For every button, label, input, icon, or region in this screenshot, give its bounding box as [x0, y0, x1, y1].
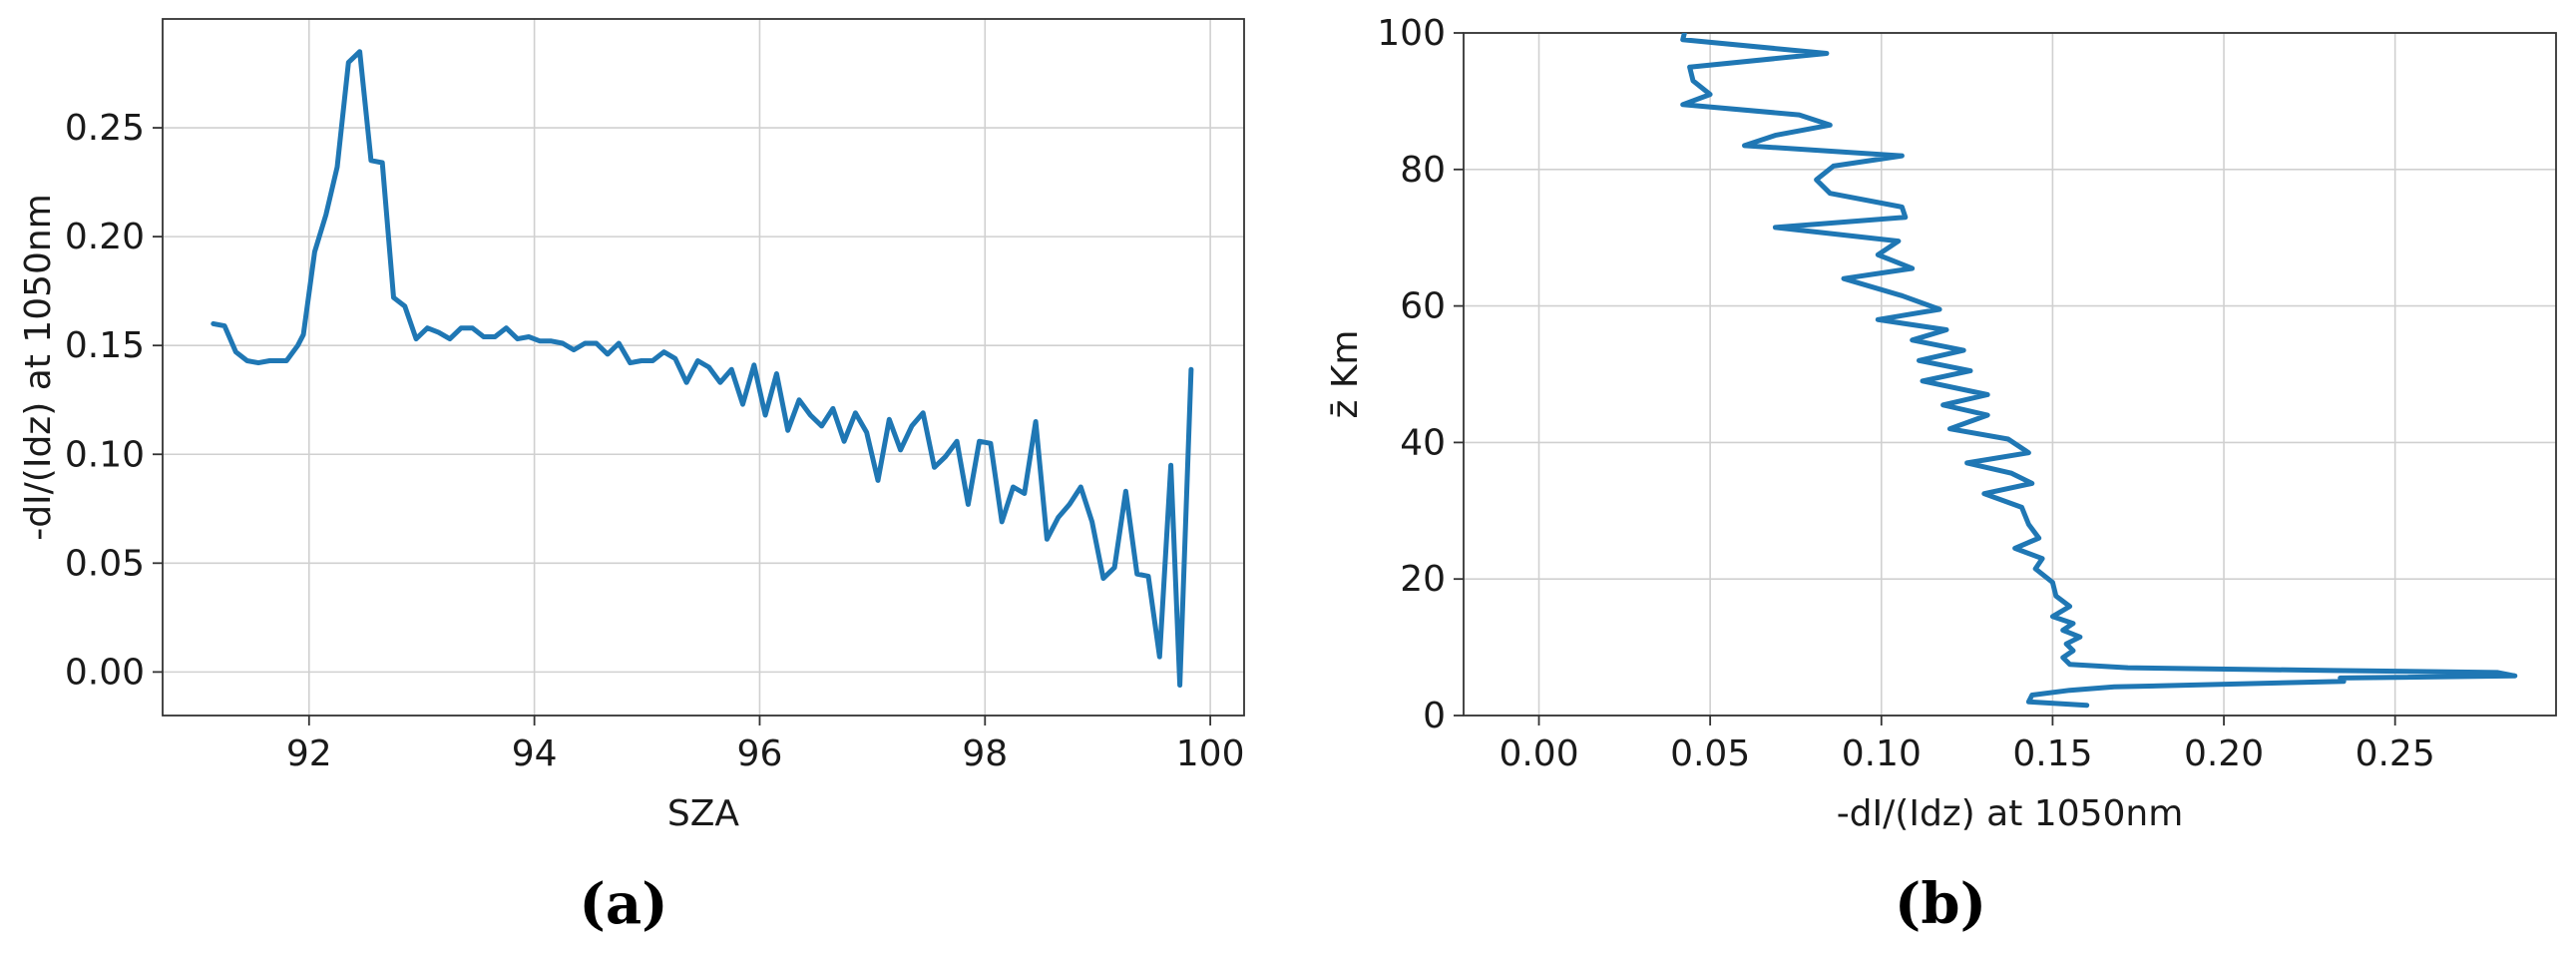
panel-a-series	[211, 49, 1194, 688]
panel-a-ytick-label: 0.05	[65, 543, 145, 584]
panel-b-frame	[1463, 32, 2557, 717]
panel-b-ytick-label: 60	[1400, 286, 1446, 327]
panel-b-plot-frame	[1463, 32, 2557, 717]
panel-a-ylabel: -dI/(Idz) at 1050nm	[18, 194, 59, 541]
panel-a-frame	[162, 18, 1245, 717]
panel-b-series-line	[1680, 33, 2518, 709]
panel-b-ytick-label: 0	[1423, 696, 1446, 736]
panel-b-ytick-label: 40	[1400, 422, 1446, 463]
panel-a-xlabel: SZA	[667, 793, 740, 834]
panel-a-grid	[163, 19, 1244, 716]
panel-b-label: (b)	[1895, 871, 1986, 937]
panel-b-ylabel: z̄ Km	[1325, 329, 1366, 418]
panel-b-chart: 0.00 0.05 0.10 0.15 0.20 0.25 0 20 40 60 80 100 -dI…	[1325, 13, 2557, 937]
panel-a-ytick-label: 0.15	[65, 325, 145, 366]
panel-a-ytick-label: 0.25	[65, 108, 145, 149]
panel-a-xtick-label: 94	[512, 733, 558, 774]
panel-b-ytick-label: 80	[1400, 150, 1446, 191]
panel-a-xtick-label: 92	[286, 733, 332, 774]
panel-a-xtick-label: 96	[737, 733, 783, 774]
panel-b-xtick-label: 0.05	[1670, 733, 1750, 774]
panel-b-xtick-label: 0.25	[2356, 733, 2435, 774]
panel-a-ytick-label: 0.00	[65, 652, 145, 693]
panel-b-grid	[1464, 32, 2556, 717]
panel-b-ytick-label: 20	[1400, 559, 1446, 600]
panel-b-xlabel: -dI/(Idz) at 1050nm	[1837, 793, 2184, 834]
panel-a-xtick-label: 100	[1176, 733, 1245, 774]
panel-b-xtick-label: 0.10	[1842, 733, 1922, 774]
panel-a-series-line	[211, 49, 1194, 688]
panel-a-xtick-label: 98	[962, 733, 1008, 774]
panel-a-plot-frame	[162, 18, 1245, 717]
panel-a-ytick-label: 0.20	[65, 217, 145, 257]
panel-a-ytick-label: 0.10	[65, 434, 145, 475]
panel-b-xtick-label: 0.00	[1499, 733, 1578, 774]
panel-b-xtick-label: 0.15	[2012, 733, 2092, 774]
panel-a-ticks: 92 94 96 98 100 0.00 0.05 0.10 0.15 0.20 0.25	[65, 108, 1245, 774]
panel-b-series	[1680, 33, 2518, 709]
panel-b-ytick-label: 100	[1377, 13, 1446, 54]
panel-b-ticks: 0.00 0.05 0.10 0.15 0.20 0.25 0 20 40 60 80 100	[1377, 13, 2434, 774]
panel-b-xtick-label: 0.20	[2184, 733, 2264, 774]
panel-a-label: (a)	[579, 871, 667, 937]
